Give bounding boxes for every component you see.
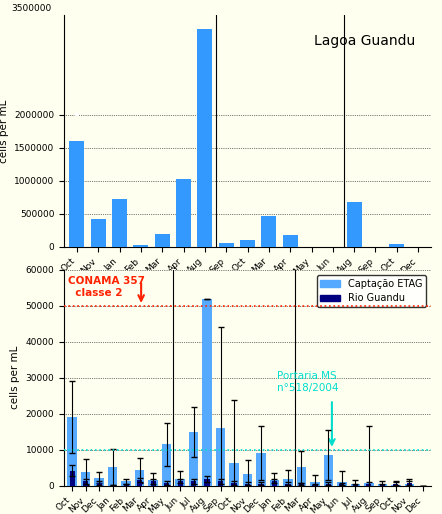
- Bar: [353, 485, 358, 486]
- Text: 2003: 2003: [233, 336, 262, 346]
- Bar: [137, 480, 142, 486]
- Text: Lagoa Guandu: Lagoa Guandu: [313, 34, 415, 48]
- Bar: [380, 485, 385, 486]
- Bar: [324, 455, 333, 486]
- Bar: [270, 480, 279, 486]
- Bar: [229, 464, 239, 486]
- Bar: [364, 483, 373, 486]
- Legend: Captação ETAG, Rio Guandu: Captação ETAG, Rio Guandu: [316, 274, 426, 307]
- Bar: [232, 483, 236, 486]
- Bar: [286, 484, 290, 486]
- Bar: [297, 467, 306, 486]
- Bar: [124, 485, 129, 486]
- Bar: [216, 428, 225, 486]
- Bar: [347, 202, 362, 247]
- Bar: [133, 245, 149, 247]
- Bar: [162, 444, 171, 486]
- Bar: [366, 484, 371, 486]
- Bar: [393, 484, 398, 486]
- Bar: [205, 479, 210, 486]
- Y-axis label: cells per mL: cells per mL: [10, 346, 20, 410]
- Bar: [404, 484, 414, 486]
- Bar: [407, 483, 412, 486]
- Bar: [243, 474, 252, 486]
- Bar: [198, 29, 212, 247]
- Bar: [83, 482, 88, 486]
- Bar: [219, 243, 234, 247]
- Text: 3500000: 3500000: [11, 4, 51, 13]
- Bar: [256, 453, 266, 486]
- Bar: [283, 479, 293, 486]
- Text: CONAMA 357
  classe 2: CONAMA 357 classe 2: [68, 277, 145, 298]
- Bar: [240, 240, 255, 247]
- Bar: [218, 482, 223, 486]
- Bar: [135, 470, 145, 486]
- Bar: [391, 485, 400, 486]
- Bar: [337, 482, 347, 486]
- Bar: [81, 472, 91, 486]
- Bar: [312, 485, 317, 486]
- Bar: [149, 480, 158, 486]
- Bar: [178, 481, 183, 486]
- Bar: [91, 219, 106, 247]
- Bar: [191, 482, 196, 486]
- Bar: [272, 481, 277, 486]
- Bar: [339, 484, 344, 486]
- Bar: [95, 478, 104, 486]
- Y-axis label: cells per mL: cells per mL: [0, 99, 8, 163]
- Bar: [151, 482, 156, 486]
- Text: Portaria MS
n°518/2004: Portaria MS n°518/2004: [277, 371, 339, 393]
- Bar: [283, 235, 297, 247]
- Bar: [326, 484, 331, 486]
- Bar: [70, 471, 75, 486]
- Bar: [377, 484, 387, 486]
- Bar: [108, 467, 118, 486]
- Bar: [122, 482, 131, 486]
- Bar: [261, 216, 276, 247]
- Bar: [68, 417, 77, 486]
- Text: 2002: 2002: [116, 336, 145, 346]
- Bar: [259, 484, 263, 486]
- Bar: [112, 199, 127, 247]
- Bar: [202, 299, 212, 486]
- Bar: [69, 141, 84, 247]
- Bar: [175, 479, 185, 486]
- Bar: [310, 483, 320, 486]
- Bar: [164, 483, 169, 486]
- Bar: [97, 483, 102, 486]
- Bar: [189, 432, 198, 486]
- Bar: [351, 484, 360, 486]
- Bar: [299, 484, 304, 486]
- Text: 2004: 2004: [351, 336, 379, 346]
- Bar: [389, 244, 404, 247]
- Bar: [176, 179, 191, 247]
- Bar: [155, 233, 170, 247]
- Bar: [245, 484, 250, 486]
